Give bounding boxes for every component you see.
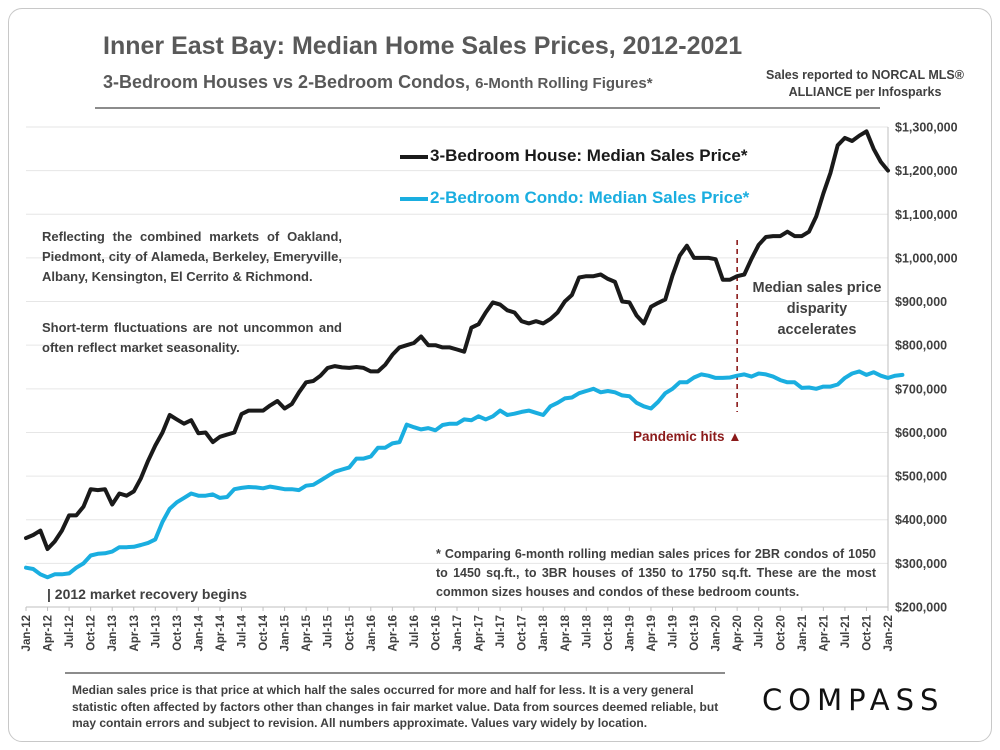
legend-house: 3-Bedroom House: Median Sales Price* — [400, 146, 747, 166]
x-tick-label: Jan-13 — [107, 615, 119, 651]
chart-frame — [8, 8, 992, 742]
x-tick-label: Jul-19 — [668, 615, 680, 648]
legend-condo: 2-Bedroom Condo: Median Sales Price* — [400, 188, 749, 208]
y-tick-label: $800,000 — [895, 339, 947, 353]
x-tick-label: Oct-18 — [603, 614, 615, 650]
x-tick-label: Apr-12 — [43, 615, 55, 651]
x-tick-label: Apr-14 — [215, 614, 227, 651]
x-axis-labels: Jan-12 Apr-12 Jul-12 Oct-12 Jan-13 Apr-13 Jul-… — [21, 607, 895, 651]
series-group — [24, 129, 905, 580]
y-tick-label: $500,000 — [895, 470, 947, 484]
x-tick-label: Oct-19 — [689, 615, 701, 651]
x-tick-label: Jan-17 — [452, 615, 464, 651]
x-tick-label: Oct-16 — [430, 615, 442, 651]
x-tick-label: Apr-18 — [560, 614, 572, 651]
legend-condo-label: 2-Bedroom Condo: Median Sales Price* — [430, 188, 750, 207]
y-tick-label: $600,000 — [895, 426, 947, 440]
subtitle-main: 3-Bedroom Houses vs 2-Bedroom Condos, — [103, 72, 476, 92]
x-tick-label: Apr-13 — [129, 615, 141, 651]
x-tick-label: Oct-14 — [258, 614, 270, 650]
y-tick-label: $400,000 — [895, 513, 947, 527]
x-tick-label: Jul-13 — [150, 615, 162, 648]
chart-title: Inner East Bay: Median Home Sales Prices… — [103, 32, 743, 60]
x-tick-label: Apr-21 — [818, 614, 830, 651]
chart-subtitle: 3-Bedroom Houses vs 2-Bedroom Condos, 6-… — [103, 72, 653, 93]
seasonality-note: Short-term fluctuations are not uncommon… — [42, 320, 342, 355]
x-tick-label: Jul-17 — [495, 615, 507, 648]
y-tick-label: $1,000,000 — [895, 251, 958, 265]
x-tick-label: Jul-14 — [237, 614, 249, 648]
pandemic-annotation: Pandemic hits ▲ — [633, 429, 742, 444]
y-tick-label: $1,300,000 — [895, 121, 958, 135]
series-line-house — [24, 129, 890, 551]
y-tick-label: $900,000 — [895, 295, 947, 309]
x-tick-label: Apr-20 — [732, 615, 744, 651]
x-tick-label: Jan-15 — [280, 614, 292, 651]
x-tick-label: Jul-12 — [64, 615, 76, 648]
footnote: * Comparing 6-month rolling median sales… — [436, 547, 876, 599]
market-description: Reflecting the combined markets of Oakla… — [42, 229, 342, 284]
legend-house-label: 3-Bedroom House: Median Sales Price* — [430, 146, 748, 165]
subtitle-rolling: 6-Month Rolling Figures* — [475, 75, 653, 92]
x-tick-label: Jul-20 — [754, 615, 766, 648]
x-tick-label: Jan-18 — [538, 614, 550, 651]
x-tick-label: Jan-21 — [797, 614, 809, 651]
y-axis-labels: $200,000 $300,000 $400,000 $500,000 $600,000… — [895, 121, 958, 615]
x-tick-label: Oct-20 — [775, 615, 787, 651]
disparity-annotation: Median sales price disparity accelerates — [752, 280, 882, 338]
series-line-condo — [24, 369, 905, 580]
y-tick-label: $200,000 — [895, 601, 947, 615]
x-tick-label: Jul-15 — [323, 614, 335, 648]
source-note: Sales reported to NORCAL MLS® ALLIANCE p… — [766, 68, 964, 99]
footer-divider — [65, 672, 725, 674]
disclaimer: Median sales price is that price at whic… — [72, 683, 719, 730]
x-tick-label: Jan-20 — [711, 615, 723, 651]
legend-condo-swatch — [400, 196, 428, 201]
y-tick-label: $1,200,000 — [895, 164, 958, 178]
x-tick-label: Apr-19 — [646, 615, 658, 651]
x-tick-label: Jan-16 — [366, 615, 378, 651]
x-tick-label: Jul-21 — [840, 614, 852, 648]
y-tick-label: $700,000 — [895, 382, 947, 396]
x-tick-label: Jan-12 — [21, 615, 33, 651]
y-tick-label: $300,000 — [895, 557, 947, 571]
x-tick-label: Oct-12 — [86, 615, 98, 651]
legend-house-swatch — [400, 154, 428, 159]
x-tick-label: Jan-19 — [624, 615, 636, 651]
y-tick-label: $1,100,000 — [895, 208, 958, 222]
x-tick-label: Jul-18 — [581, 614, 593, 648]
x-tick-label: Jan-22 — [883, 615, 895, 651]
recovery-annotation: | 2012 market recovery begins — [47, 586, 248, 602]
x-tick-label: Apr-15 — [301, 614, 313, 651]
x-tick-label: Oct-15 — [344, 614, 356, 650]
x-tick-label: Oct-17 — [517, 615, 529, 651]
x-tick-label: Jan-14 — [193, 614, 205, 651]
x-tick-label: Oct-13 — [172, 615, 184, 651]
x-tick-label: Jul-16 — [409, 615, 421, 648]
compass-logo: COMPASS — [762, 683, 945, 717]
x-tick-label: Oct-21 — [861, 614, 873, 650]
title-divider — [95, 107, 880, 109]
gridlines — [26, 126, 889, 608]
x-tick-label: Apr-17 — [474, 615, 486, 651]
x-tick-label: Apr-16 — [387, 615, 399, 651]
